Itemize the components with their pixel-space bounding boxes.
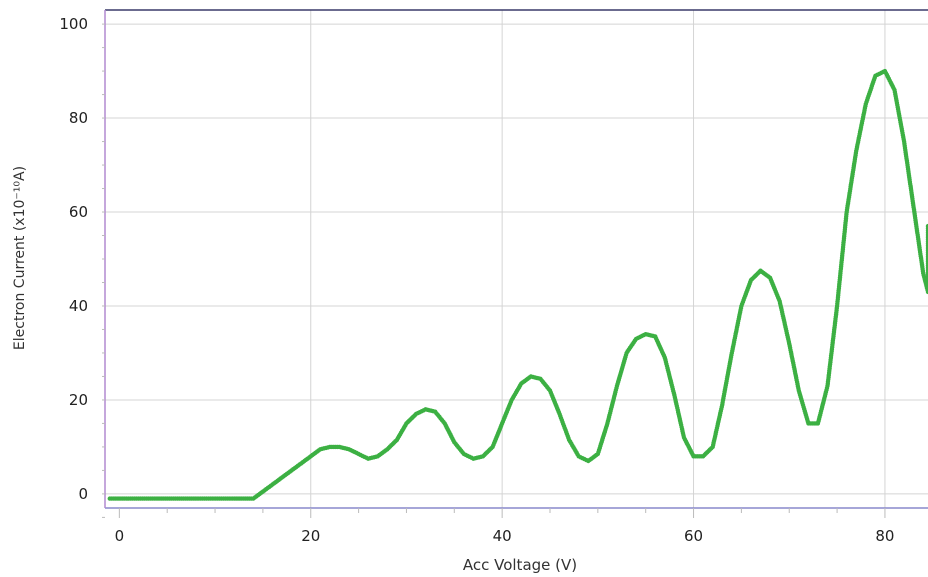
y-tick-label: 20 [69,391,88,409]
y-ticks: 0 20 40 60 80 100 [59,15,105,518]
y-tick-label: 40 [69,297,88,315]
y-axis-label: Electron Current (x10⁻¹⁰A) [12,166,28,350]
x-tick-label: 60 [684,527,703,545]
y-tick-label: 0 [78,485,88,503]
x-tick-label: 0 [115,527,125,545]
x-tick-label: 40 [493,527,512,545]
x-tick-label: 80 [875,527,894,545]
x-tick-label: 20 [301,527,320,545]
y-tick-label: 100 [59,15,88,33]
plot-frame [104,9,928,509]
x-ticks: 0 20 40 60 80 [115,508,894,545]
data-points [107,68,928,501]
y-tick-label: 60 [69,203,88,221]
gridlines [105,10,928,508]
y-tick-label: 80 [69,109,88,127]
x-axis-label: Acc Voltage (V) [463,556,577,573]
data-point [925,223,928,229]
